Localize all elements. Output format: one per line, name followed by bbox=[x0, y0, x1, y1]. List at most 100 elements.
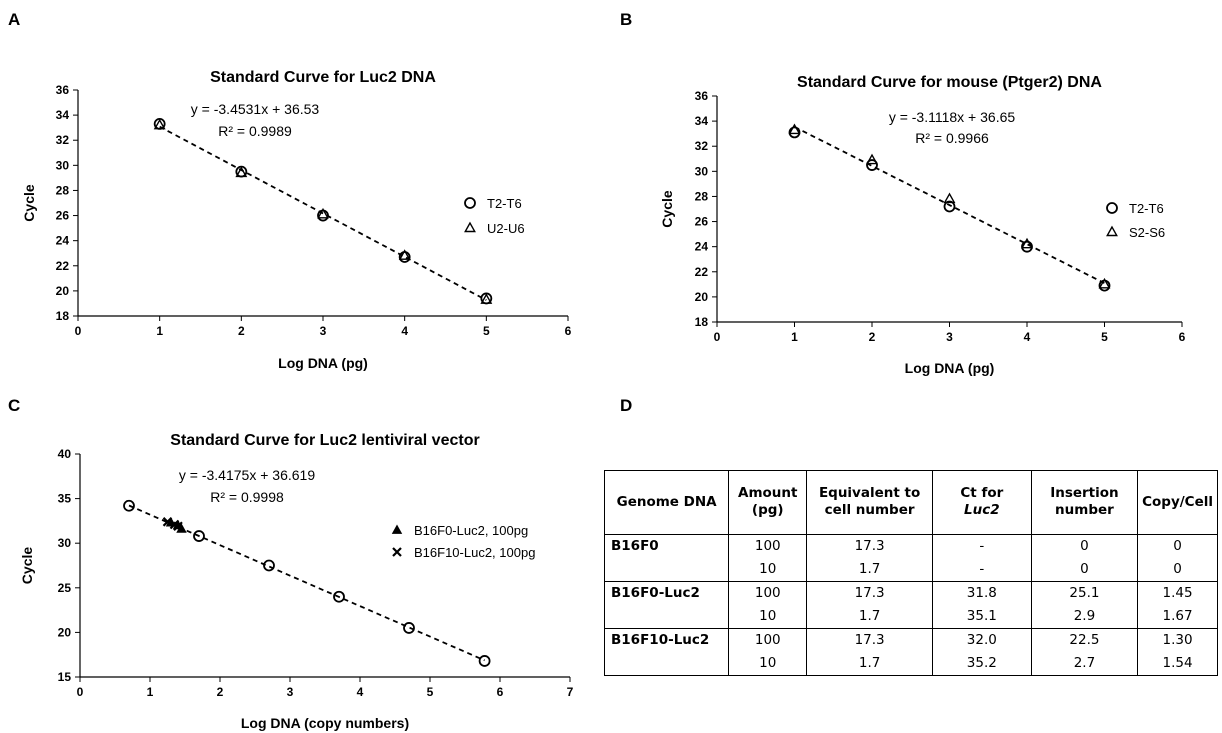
legend-label: U2-U6 bbox=[487, 221, 525, 236]
cell-insertion: 2.9 bbox=[1030, 604, 1139, 629]
x-tick-label: 3 bbox=[946, 330, 953, 344]
cell-genome bbox=[603, 604, 730, 629]
chart-title: Standard Curve for Luc2 DNA bbox=[210, 69, 436, 86]
y-tick-label: 32 bbox=[56, 133, 70, 147]
cell-equiv: 17.3 bbox=[806, 580, 933, 605]
header-insertion-line2: number bbox=[1055, 502, 1114, 519]
data-table: Genome DNA Amount (pg) Equivalent to cell … bbox=[603, 470, 1218, 676]
y-tick-label: 30 bbox=[56, 158, 70, 172]
trendline bbox=[159, 125, 487, 301]
chart-c: 0 1 2 3 4 5 6 7 15 20 25 30 35 40 Standard Curve for L… bbox=[19, 432, 574, 731]
y-axis-label: Cycle bbox=[21, 184, 37, 222]
standard-point bbox=[478, 655, 491, 667]
x-tick-label: 4 bbox=[357, 685, 364, 699]
y-tick-label: 26 bbox=[695, 215, 709, 229]
header-amount: Amount (pg) bbox=[728, 470, 808, 535]
header-amount-line2: (pg) bbox=[751, 502, 784, 519]
r-squared-label: R² = 0.9989 bbox=[218, 123, 292, 139]
standard-point bbox=[263, 559, 275, 572]
x-axis-label: Log DNA (pg) bbox=[278, 355, 368, 371]
cell-equiv: 1.7 bbox=[806, 604, 933, 629]
legend-label: T2-T6 bbox=[1129, 201, 1164, 216]
x-tick-label: 4 bbox=[401, 324, 408, 338]
y-tick-label: 20 bbox=[58, 625, 72, 639]
data-point bbox=[788, 123, 801, 135]
data-point bbox=[1021, 240, 1033, 253]
standard-point bbox=[403, 622, 415, 634]
x-tick-label: 3 bbox=[287, 685, 294, 699]
trendline bbox=[128, 504, 485, 662]
x-tick-label: 1 bbox=[147, 685, 154, 699]
legend-label: T2-T6 bbox=[487, 196, 522, 211]
y-tick-label: 24 bbox=[56, 234, 70, 248]
x-tick-label: 0 bbox=[714, 330, 721, 344]
x-tick-label: 6 bbox=[497, 685, 504, 699]
data-point bbox=[866, 153, 878, 165]
x-tick-label: 6 bbox=[1179, 330, 1186, 344]
cell-insertion: 0 bbox=[1030, 533, 1139, 558]
panel-label-b: B bbox=[620, 10, 633, 29]
y-tick-label: 30 bbox=[695, 164, 709, 178]
chart-title: Standard Curve for mouse (Ptger2) DNA bbox=[797, 74, 1102, 91]
y-tick-label: 35 bbox=[58, 492, 72, 506]
x-axis-label: Log DNA (copy numbers) bbox=[241, 715, 409, 731]
cell-genome bbox=[603, 557, 730, 582]
cell-amount: 10 bbox=[728, 651, 808, 676]
cell-copy: 1.30 bbox=[1137, 627, 1218, 652]
y-tick-label: 20 bbox=[56, 284, 70, 298]
cell-insertion: 25.1 bbox=[1030, 580, 1139, 605]
cell-copy: 0 bbox=[1137, 557, 1218, 582]
data-point bbox=[235, 166, 248, 178]
y-axis-label: Cycle bbox=[19, 547, 35, 585]
cell-amount: 100 bbox=[728, 533, 808, 558]
legend-marker bbox=[392, 547, 402, 557]
cell-genome bbox=[603, 651, 730, 676]
data-point bbox=[173, 521, 183, 532]
cell-amount: 100 bbox=[728, 627, 808, 652]
cell-amount: 10 bbox=[728, 557, 808, 582]
header-copy-cell: Copy/Cell bbox=[1137, 470, 1218, 535]
legend-marker bbox=[1106, 225, 1118, 237]
table-header-row: Genome DNA Amount (pg) Equivalent to cell … bbox=[603, 470, 1218, 535]
data-point bbox=[1098, 277, 1111, 289]
table-row: 10 1.7 35.1 2.9 1.67 bbox=[603, 604, 1218, 629]
header-insertion: Insertion number bbox=[1030, 470, 1139, 535]
y-tick-label: 34 bbox=[56, 108, 70, 122]
chart-title: Standard Curve for Luc2 lentiviral vecto… bbox=[170, 432, 479, 449]
cell-equiv: 1.7 bbox=[806, 557, 933, 582]
y-tick-label: 26 bbox=[56, 209, 70, 223]
legend-label: S2-S6 bbox=[1129, 225, 1165, 240]
x-tick-label: 7 bbox=[567, 685, 574, 699]
table-row: B16F10-Luc2 100 17.3 32.0 22.5 1.30 bbox=[603, 627, 1218, 652]
data-point bbox=[317, 207, 329, 219]
cell-ct: 35.2 bbox=[931, 651, 1032, 676]
header-amount-line1: Amount bbox=[738, 484, 798, 501]
cell-equiv: 1.7 bbox=[806, 651, 933, 676]
table-row: B16F0 100 17.3 - 0 0 bbox=[603, 533, 1218, 558]
x-axis-label: Log DNA (pg) bbox=[905, 360, 995, 376]
cell-genome: B16F10-Luc2 bbox=[603, 627, 730, 652]
x-tick-label: 5 bbox=[483, 324, 490, 338]
legend-marker bbox=[1106, 202, 1118, 214]
header-equivalent-line1: Equivalent to bbox=[818, 484, 921, 501]
y-tick-label: 36 bbox=[56, 83, 70, 97]
header-insertion-line1: Insertion bbox=[1050, 484, 1119, 501]
y-tick-label: 30 bbox=[58, 536, 72, 550]
header-ct: Ct for Luc2 bbox=[931, 470, 1032, 535]
y-tick-label: 22 bbox=[56, 259, 70, 273]
cell-copy: 1.54 bbox=[1137, 651, 1218, 676]
y-tick-label: 32 bbox=[695, 139, 709, 153]
cell-amount: 10 bbox=[728, 604, 808, 629]
data-point bbox=[162, 517, 173, 527]
cell-ct: 35.1 bbox=[931, 604, 1032, 629]
y-tick-label: 22 bbox=[695, 265, 709, 279]
standard-point bbox=[123, 499, 135, 512]
header-equivalent: Equivalent to cell number bbox=[806, 470, 933, 535]
legend-label: B16F10-Luc2, 100pg bbox=[414, 545, 535, 560]
x-tick-label: 2 bbox=[869, 330, 876, 344]
y-tick-label: 20 bbox=[695, 290, 709, 304]
cell-equiv: 17.3 bbox=[806, 627, 933, 652]
trendline bbox=[794, 126, 1105, 284]
